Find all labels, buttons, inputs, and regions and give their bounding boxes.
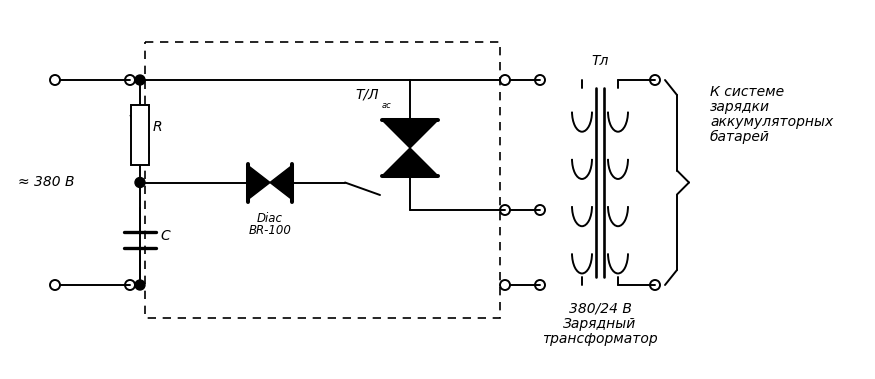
- Text: C: C: [160, 229, 170, 243]
- Polygon shape: [248, 166, 270, 199]
- Circle shape: [135, 280, 145, 290]
- Bar: [145, 42, 500, 318]
- Text: трансформатор: трансформатор: [542, 332, 658, 346]
- Polygon shape: [382, 148, 438, 176]
- Text: зарядки: зарядки: [710, 100, 770, 114]
- Polygon shape: [382, 120, 438, 148]
- Text: T/Л: T/Л: [355, 88, 379, 102]
- Text: 380/24 В: 380/24 В: [569, 301, 632, 315]
- Circle shape: [135, 75, 145, 85]
- Text: батарей: батарей: [710, 130, 770, 144]
- Text: ≈ 380 В: ≈ 380 В: [18, 175, 74, 190]
- Text: ас: ас: [382, 101, 392, 110]
- Polygon shape: [270, 166, 292, 199]
- Text: BR-100: BR-100: [248, 224, 291, 236]
- Text: R: R: [153, 120, 163, 134]
- Bar: [131, 105, 149, 165]
- Text: К системе: К системе: [710, 85, 784, 99]
- Text: Diac: Diac: [257, 211, 283, 224]
- Circle shape: [135, 177, 145, 188]
- Text: аккумуляторных: аккумуляторных: [710, 115, 833, 129]
- Text: Тл: Тл: [592, 54, 609, 68]
- Text: Зарядный: Зарядный: [564, 317, 637, 331]
